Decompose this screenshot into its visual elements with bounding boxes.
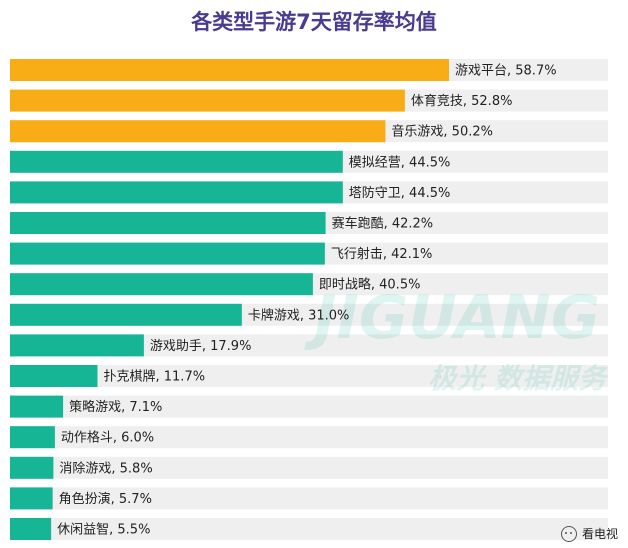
- bar-label: 休闲益智, 5.5%: [57, 523, 150, 538]
- bar: [10, 273, 313, 296]
- watermark-brand: JIGUANG: [304, 283, 600, 353]
- bar: [10, 150, 343, 173]
- bar-label: 体育竞技, 52.8%: [411, 93, 513, 109]
- bar-label: 游戏助手, 17.9%: [150, 339, 252, 354]
- bar-track: [10, 487, 608, 510]
- bar: [10, 456, 54, 479]
- bar: [10, 59, 449, 81]
- bar-label: 角色扮演, 5.7%: [59, 491, 152, 507]
- bar-label: 模拟经营, 44.5%: [349, 155, 451, 170]
- bar-label: 游戏平台, 58.7%: [455, 64, 557, 79]
- bar: [10, 365, 98, 387]
- bar: [10, 395, 64, 418]
- bar: [10, 334, 144, 357]
- chart-title: 各类型手游7天留存率均值: [191, 10, 437, 34]
- bar-label: 动作格斗, 6.0%: [61, 430, 154, 446]
- bars: [10, 59, 449, 540]
- bar-track: [10, 365, 608, 387]
- bar: [10, 518, 52, 540]
- bar-track: [10, 456, 608, 479]
- bar-track: [10, 334, 608, 357]
- bar: [10, 426, 55, 449]
- bar: [10, 181, 343, 204]
- bar-label: 卡牌游戏, 31.0%: [248, 307, 350, 323]
- bar: [10, 89, 405, 112]
- bar-label: 飞行射击, 42.1%: [331, 246, 433, 262]
- bar: [10, 303, 242, 326]
- bar-label: 策略游戏, 7.1%: [69, 399, 162, 415]
- bar-label: 扑克棋牌, 11.7%: [104, 369, 206, 385]
- bar-track: [10, 395, 608, 418]
- wechat-icon: [560, 525, 577, 542]
- bar-label: 音乐游戏, 50.2%: [391, 124, 493, 140]
- bar-labels: 游戏平台, 58.7% 体育竞技, 52.8% 音乐游戏, 50.2% 模拟经营, 4…: [57, 64, 556, 538]
- bar: [10, 487, 53, 510]
- watermark: JIGUANG 极光 数据服务: [304, 283, 610, 395]
- watermark-tagline: 极光 数据服务: [428, 362, 610, 395]
- wechat-account-name: 看电视: [581, 527, 618, 541]
- bar-label: 塔防守卫, 44.5%: [349, 185, 451, 201]
- bar-label: 消除游戏, 5.8%: [59, 461, 152, 476]
- bar-track: [10, 426, 608, 449]
- wechat-account: 看电视: [560, 525, 618, 542]
- bar-track: [10, 518, 608, 540]
- bar-label: 即时战略, 40.5%: [319, 277, 421, 293]
- bar: [10, 242, 325, 265]
- bar-label: 赛车跑酷, 42.2%: [332, 216, 434, 232]
- bar: [10, 212, 326, 234]
- bar: [10, 120, 386, 143]
